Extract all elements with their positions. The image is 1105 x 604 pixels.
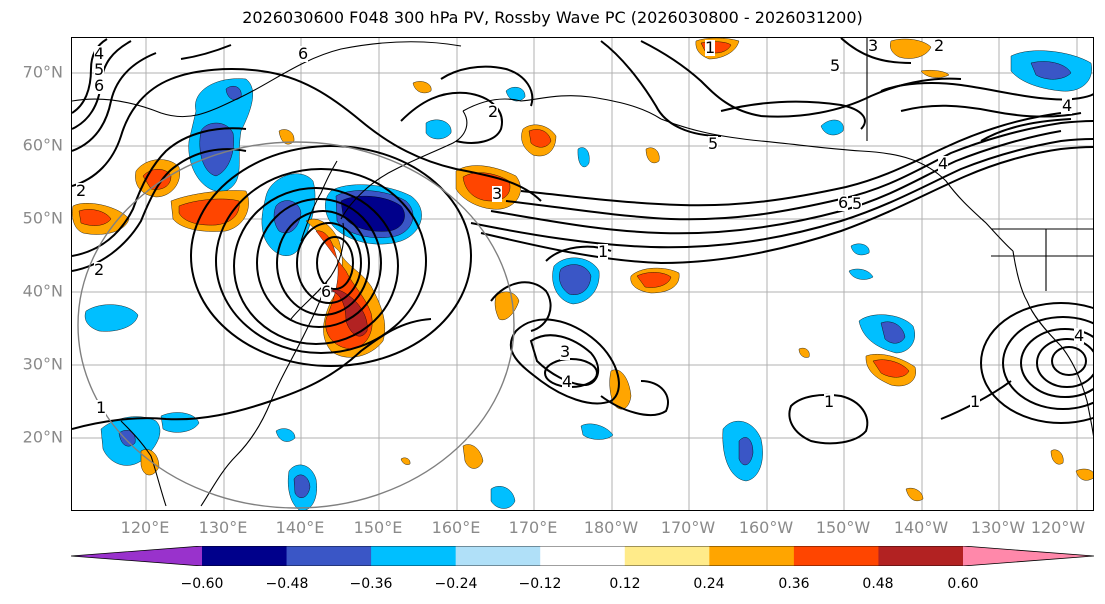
colorbar-segment [624, 546, 710, 566]
contour-2-west [72, 148, 247, 272]
contour-label: 4 [94, 44, 105, 63]
lon-label-140e: 140°E [275, 518, 325, 537]
trough-contour-1 [190, 145, 472, 367]
colorbar-segment [793, 546, 879, 566]
radius-circle [77, 141, 515, 509]
jet-contour-1 [480, 146, 1093, 265]
contour-label: 5 [94, 60, 105, 79]
colorbar-tick: 0.36 [778, 576, 810, 592]
contour-label: 3 [868, 37, 879, 55]
contour-label: 5 [830, 56, 841, 75]
contour-label: 1 [96, 398, 107, 417]
colorbar-segment [878, 546, 964, 566]
contour-label: 1 [970, 392, 981, 411]
lat-label-20n: 20°N [22, 427, 63, 447]
lon-label-180w: 180°W [583, 518, 639, 537]
pv-map [72, 38, 1093, 510]
colorbar-extend-min [71, 546, 202, 566]
colorbar-tick: 0.48 [862, 576, 894, 592]
lon-label-150w: 150°W [815, 518, 871, 537]
graticule [72, 38, 1093, 510]
colorbar-segment [371, 546, 457, 566]
lon-label-130e: 130°E [198, 518, 248, 537]
contour-label: 4 [562, 372, 573, 391]
colorbar-tick: 0.60 [947, 576, 979, 592]
contour-label: 2 [934, 37, 945, 55]
colorbar-tick: −0.48 [265, 576, 309, 592]
colorbar-tick: −0.24 [434, 576, 478, 592]
lat-label-30n: 30°N [22, 354, 63, 374]
lon-label-120e: 120°E [120, 518, 170, 537]
lon-label-160e: 160°E [431, 518, 481, 537]
colorbar-segment [455, 546, 541, 566]
lat-label-60n: 60°N [22, 135, 63, 155]
colorbar-tick: −0.60 [180, 576, 224, 592]
lat-label-50n: 50°N [22, 208, 63, 228]
contour-label: 4 [1074, 326, 1085, 345]
lon-label-170e: 170°E [508, 518, 558, 537]
colorbar-segment [540, 546, 626, 566]
contour-label: 2 [94, 260, 105, 279]
colorbar-tick: −0.12 [518, 576, 562, 592]
contour-label: 2 [76, 181, 87, 200]
cutoff-contour-east [980, 302, 1093, 424]
colorbar-segment [709, 546, 795, 566]
lon-label-150e: 150°E [353, 518, 403, 537]
contour-label: 1 [598, 242, 609, 261]
map-title: 2026030600 F048 300 hPa PV, Rossby Wave … [242, 8, 863, 27]
lat-label-70n: 70°N [22, 62, 63, 82]
colorbar-segment [202, 546, 288, 566]
contour-label: 6 [94, 76, 105, 95]
lon-label-120w: 120°W [1030, 518, 1086, 537]
contour-label: 3 [560, 342, 571, 361]
colorbar-segment [286, 546, 372, 566]
colorbar-tick: −0.36 [349, 576, 393, 592]
contour-label: 6 [838, 193, 849, 212]
contour-label: 5 [708, 134, 719, 153]
lon-label-140w: 140°W [893, 518, 949, 537]
lon-label-170w: 170°W [660, 518, 716, 537]
contour-label: 6 [298, 44, 309, 63]
cutoff-low-subtropical [509, 318, 620, 405]
lat-label-40n: 40°N [22, 281, 63, 301]
contour-label: 4 [1062, 96, 1073, 115]
lon-label-130w: 130°W [970, 518, 1026, 537]
contour-label: 5 [852, 194, 863, 213]
colorbar-extend-max [963, 546, 1094, 566]
contour-label: 4 [938, 154, 949, 173]
lon-label-160w: 160°W [738, 518, 794, 537]
colorbar-tick: 0.24 [693, 576, 725, 592]
contour-label: 2 [488, 102, 499, 121]
map-panel: 4 5 6 2 1 2 6 2 3 1 3 4 5 3 2 5 4 6 5 1 … [71, 37, 1094, 511]
contour-label: 1 [824, 392, 835, 411]
colorbar-tick: 0.12 [609, 576, 641, 592]
contour-label: 3 [492, 184, 503, 203]
contour-label: 6 [321, 282, 332, 301]
pv-contours [72, 38, 1093, 445]
colorbar [71, 546, 1094, 566]
contour-label: 1 [705, 38, 716, 57]
